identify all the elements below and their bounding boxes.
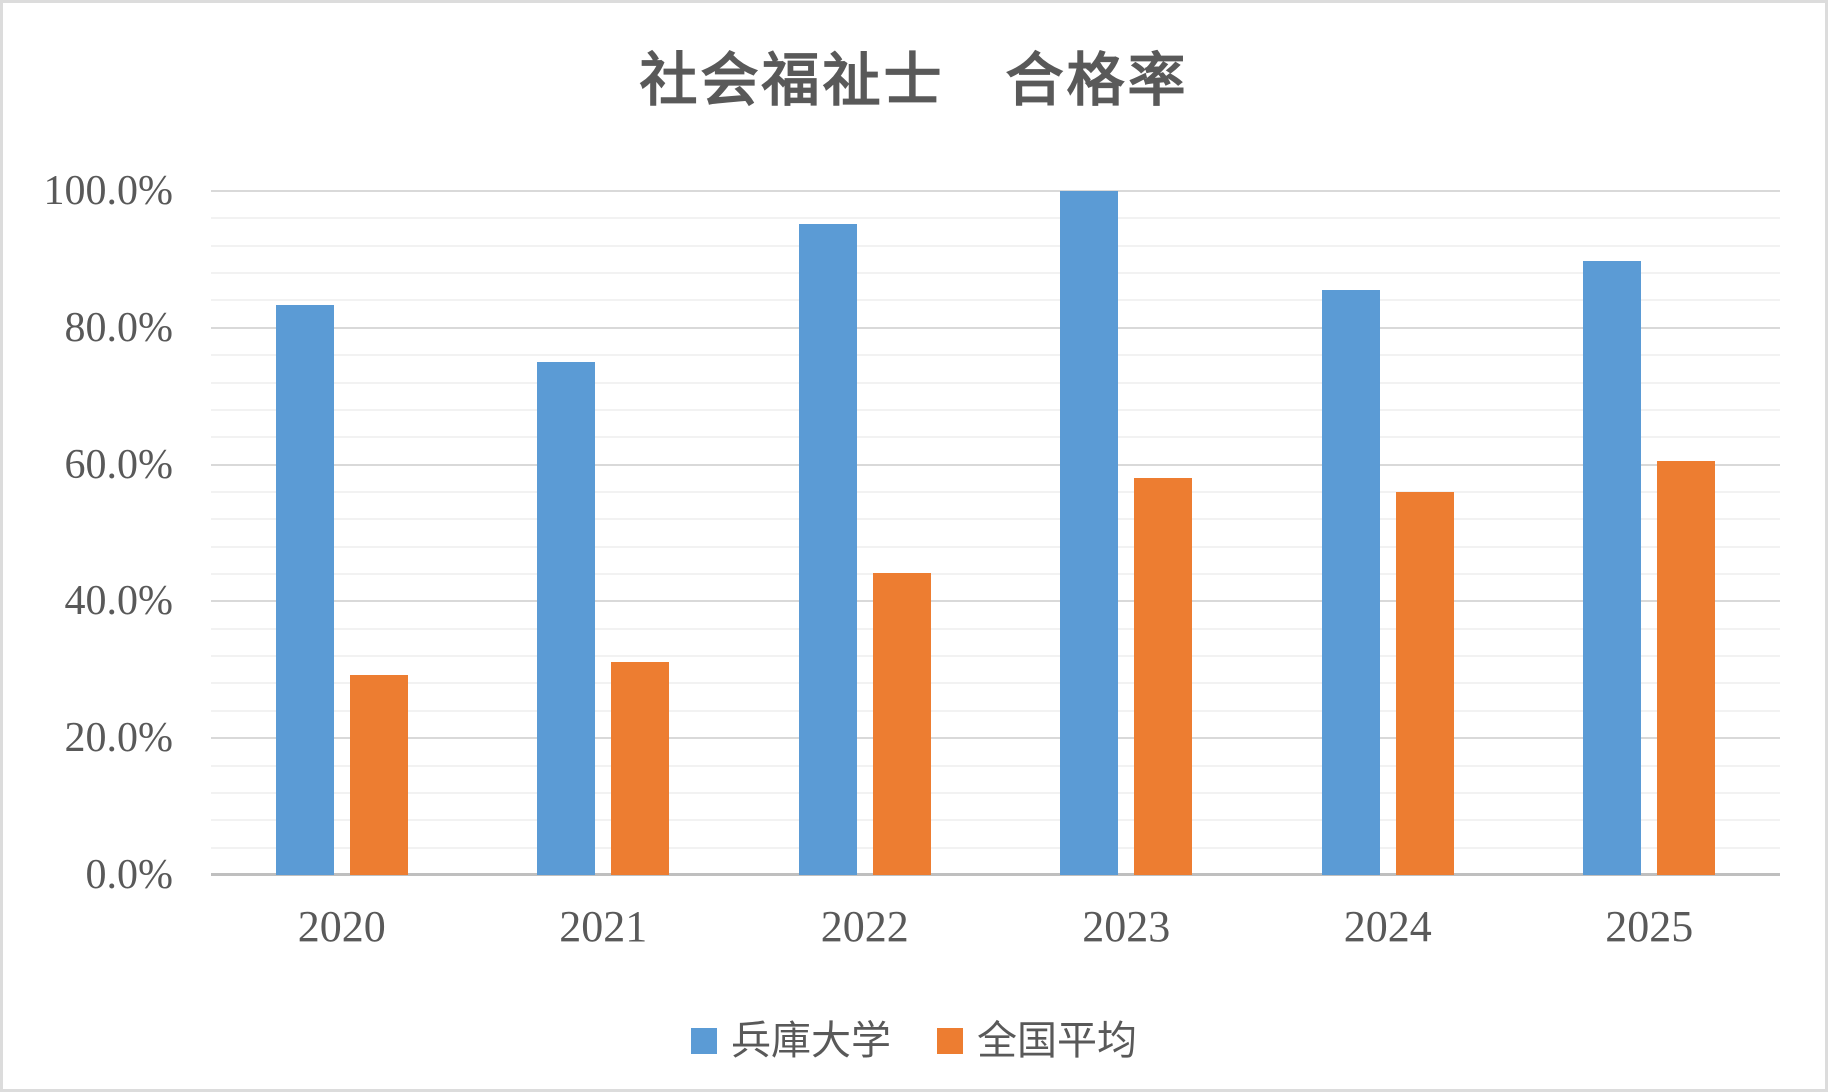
y-axis-tick-label: 20.0% bbox=[64, 715, 174, 762]
bar-hyogo-univ-2022 bbox=[798, 223, 857, 875]
x-axis-label-2022: 2022 bbox=[820, 902, 909, 951]
plot-area bbox=[211, 190, 1780, 876]
bar-national-avg-2025 bbox=[1657, 460, 1716, 875]
bar-hyogo-univ-2021 bbox=[537, 362, 596, 875]
minor-gridline bbox=[211, 354, 1780, 357]
minor-gridline bbox=[211, 299, 1780, 302]
x-axis-line bbox=[211, 873, 1780, 876]
minor-gridline bbox=[211, 846, 1780, 849]
minor-gridline bbox=[211, 682, 1780, 685]
chart-title: 社会福祉士 合格率 bbox=[639, 48, 1189, 113]
minor-gridline bbox=[211, 791, 1780, 794]
bar-national-avg-2021 bbox=[611, 662, 670, 875]
y-axis-tick-label: 80.0% bbox=[64, 304, 174, 351]
bar-hyogo-univ-2024 bbox=[1321, 290, 1380, 875]
legend-item-hyogo-univ: 兵庫大学 bbox=[691, 1017, 891, 1065]
bar-national-avg-2022 bbox=[872, 572, 931, 875]
legend-swatch-icon-national-avg bbox=[937, 1028, 963, 1054]
major-gridline bbox=[211, 737, 1780, 740]
x-axis-label-2024: 2024 bbox=[1343, 902, 1432, 951]
bar-hyogo-univ-2025 bbox=[1583, 261, 1642, 875]
x-axis-label-2020: 2020 bbox=[297, 902, 386, 951]
major-gridline bbox=[211, 190, 1780, 192]
legend-label-hyogo-univ: 兵庫大学 bbox=[731, 1018, 891, 1063]
x-axis-label-2021: 2021 bbox=[559, 902, 648, 951]
bar-national-avg-2020 bbox=[349, 674, 408, 875]
minor-gridline bbox=[211, 764, 1780, 767]
bar-national-avg-2023 bbox=[1134, 477, 1193, 875]
legend-swatch-icon-hyogo-univ bbox=[691, 1028, 717, 1054]
legend-item-national-avg: 全国平均 bbox=[937, 1017, 1137, 1065]
minor-gridline bbox=[211, 436, 1780, 439]
y-axis-tick-label: 60.0% bbox=[64, 441, 174, 488]
y-axis-tick-label: 40.0% bbox=[64, 578, 174, 625]
major-gridline bbox=[211, 463, 1780, 466]
minor-gridline bbox=[211, 655, 1780, 658]
minor-gridline bbox=[211, 408, 1780, 411]
bar-hyogo-univ-2023 bbox=[1060, 191, 1119, 875]
y-axis-tick-label: 100.0% bbox=[43, 168, 174, 214]
minor-gridline bbox=[211, 819, 1780, 822]
minor-gridline bbox=[211, 490, 1780, 493]
x-axis-label-2023: 2023 bbox=[1082, 902, 1171, 951]
minor-gridline bbox=[211, 573, 1780, 576]
legend-label-national-avg: 全国平均 bbox=[977, 1018, 1137, 1063]
major-gridline bbox=[211, 600, 1780, 603]
minor-gridline bbox=[211, 381, 1780, 384]
minor-gridline bbox=[211, 627, 1780, 630]
minor-gridline bbox=[211, 518, 1780, 521]
legend: 兵庫大学 全国平均 bbox=[3, 1011, 1825, 1071]
x-axis-label-2025: 2025 bbox=[1605, 902, 1694, 951]
major-gridline bbox=[211, 326, 1780, 329]
minor-gridline bbox=[211, 244, 1780, 247]
bar-national-avg-2024 bbox=[1395, 491, 1454, 875]
minor-gridline bbox=[211, 272, 1780, 275]
minor-gridline bbox=[211, 545, 1780, 548]
minor-gridline bbox=[211, 709, 1780, 712]
minor-gridline bbox=[211, 217, 1780, 220]
bar-hyogo-univ-2020 bbox=[275, 305, 334, 875]
y-axis-tick-label: 0.0% bbox=[85, 852, 174, 898]
